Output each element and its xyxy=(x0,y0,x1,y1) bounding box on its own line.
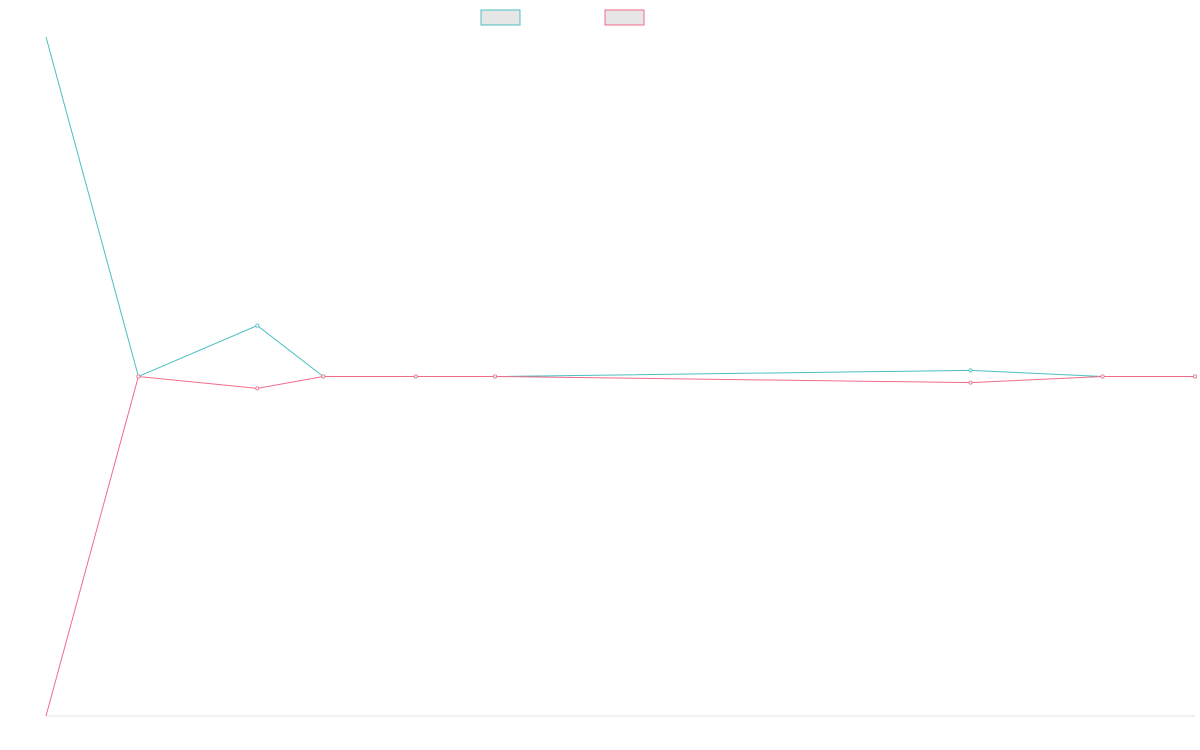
data-point[interactable] xyxy=(321,374,326,379)
series-line-b xyxy=(45,375,1195,717)
legend-swatch-series-a[interactable] xyxy=(480,9,521,26)
data-point[interactable] xyxy=(255,323,260,328)
plot-area xyxy=(45,36,1198,717)
data-point[interactable] xyxy=(1100,374,1105,379)
data-point[interactable] xyxy=(255,386,260,391)
legend xyxy=(480,9,645,26)
data-point[interactable] xyxy=(968,368,973,373)
data-point[interactable] xyxy=(492,374,497,379)
legend-swatch-series-b[interactable] xyxy=(604,9,645,26)
series-line-a xyxy=(45,36,1195,378)
data-point[interactable] xyxy=(136,374,141,379)
data-point[interactable] xyxy=(1193,374,1198,379)
data-point[interactable] xyxy=(968,380,973,385)
data-point[interactable] xyxy=(413,374,418,379)
